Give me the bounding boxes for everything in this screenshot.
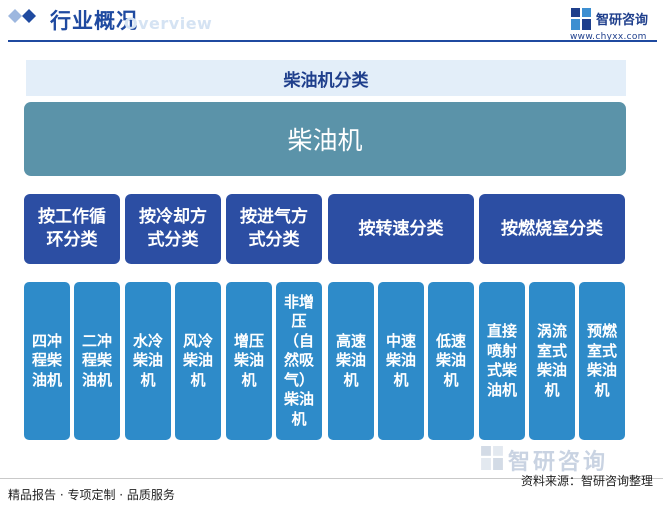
watermark-brand: 智研咨询 [508,450,609,475]
brand-name: 智研咨询 [596,13,649,28]
category-label: 按冷却方式分类 [139,207,207,250]
root-node: 柴油机 [24,102,626,176]
category-node-speed: 按转速分类 [328,194,474,264]
leaf-node: 中速柴油机 [378,282,424,440]
category-node-cooling: 按冷却方式分类 [125,194,221,264]
source-note: 资料来源：智研咨询整理 [520,474,653,488]
category-label: 按燃烧室分类 [501,218,603,239]
leaf-node: 低速柴油机 [428,282,474,440]
leaf-label: 中速柴油机 [385,331,416,389]
brand-logo-icon [571,8,591,30]
leaf-label: 高速柴油机 [335,331,366,389]
leaf-label: 增压柴油机 [233,331,264,389]
diagram-title-band: 柴油机分类 [26,60,626,96]
category-label: 按转速分类 [358,218,444,239]
page-title: 行业概况 [50,9,138,33]
chevron-icon [22,9,36,23]
page-subtitle-en: Overview [124,14,213,33]
leaf-label: 非增压（自然吸气）柴油机 [283,292,314,428]
leaf-label: 风冷柴油机 [182,331,213,389]
leaf-label: 涡流室式柴油机 [536,322,567,399]
leaf-node: 四冲程柴油机 [24,282,70,440]
leaf-node: 预燃室式柴油机 [579,282,625,440]
leaf-node: 风冷柴油机 [175,282,221,440]
leaf-label: 预燃室式柴油机 [586,322,617,399]
category-node-work-cycle: 按工作循环分类 [24,194,120,264]
footer-divider [0,478,663,479]
page-header: 行业概况 Overview 智研咨询 www.chyxx.com [0,0,663,44]
leaf-node: 非增压（自然吸气）柴油机 [276,282,322,440]
leaf-node: 水冷柴油机 [125,282,171,440]
footer-tagline: 精品报告 · 专项定制 · 品质服务 [8,488,175,502]
brand-url: www.chyxx.com [570,32,647,42]
category-node-intake: 按进气方式分类 [226,194,322,264]
leaf-node: 二冲程柴油机 [74,282,120,440]
leaf-label: 低速柴油机 [435,331,466,389]
leaf-label: 二冲程柴油机 [81,331,112,389]
category-label: 按进气方式分类 [240,207,308,250]
watermark-logo-icon [481,446,503,470]
leaf-node: 高速柴油机 [328,282,374,440]
root-node-label: 柴油机 [287,126,363,155]
leaf-node: 涡流室式柴油机 [529,282,575,440]
header-divider [8,40,657,42]
category-label: 按工作循环分类 [38,207,106,250]
category-node-combustion: 按燃烧室分类 [479,194,625,264]
leaf-label: 水冷柴油机 [132,331,163,389]
diagram-title: 柴油机分类 [283,70,369,91]
leaf-node: 增压柴油机 [226,282,272,440]
leaf-node: 直接喷射式柴油机 [479,282,525,440]
leaf-label: 四冲程柴油机 [31,331,62,389]
leaf-label: 直接喷射式柴油机 [486,322,517,399]
chevron-icon [8,9,22,23]
